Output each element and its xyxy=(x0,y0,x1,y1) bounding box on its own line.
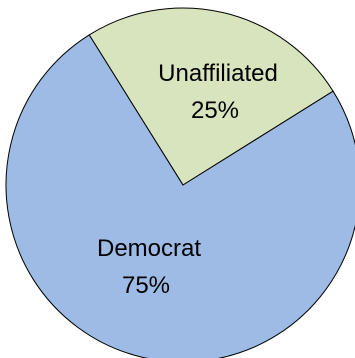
slice-label-democrat: Democrat xyxy=(97,235,201,262)
slice-label-unaffiliated: Unaffiliated xyxy=(158,60,278,87)
pie-slice-unaffiliated xyxy=(88,7,334,186)
pie-slices xyxy=(5,7,355,358)
pie-labels: Unaffiliated 25% Democrat 75% xyxy=(97,60,278,299)
slice-value-democrat: 75% xyxy=(122,272,170,299)
slice-value-unaffiliated: 25% xyxy=(191,97,239,124)
pie-slice-democrat xyxy=(5,34,355,358)
